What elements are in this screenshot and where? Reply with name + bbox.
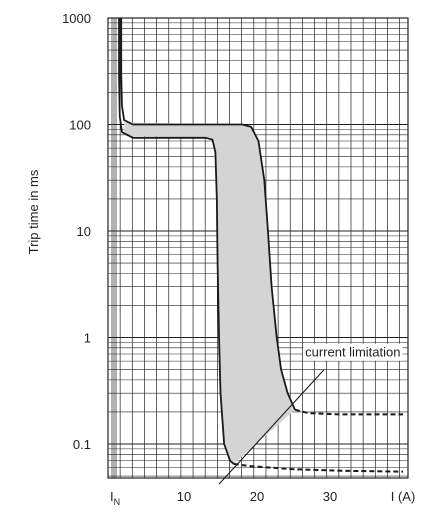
y-axis-label: Trip time in ms: [26, 169, 41, 254]
x-tick-label: 20: [250, 489, 264, 504]
y-tick-label: 1000: [62, 11, 91, 26]
x-tick-label: IN: [110, 489, 120, 507]
current-limitation-line: [218, 369, 325, 485]
tolerance-band-area: [124, 122, 295, 464]
y-tick-label: 100: [69, 118, 91, 133]
trip-curve-3: [233, 462, 404, 473]
tolerance-band: [124, 122, 295, 464]
y-tick-labels: 1000 100 10 1 0.1: [62, 11, 91, 452]
trip-curve-0: [120, 18, 296, 411]
y-tick-label: 10: [77, 224, 91, 239]
trip-curve-1: [118, 18, 235, 465]
plot-frame: [107, 17, 409, 479]
annotation-current-limitation: current limitation: [305, 345, 400, 360]
y-tick-label: 0.1: [73, 437, 91, 452]
x-tick-label: 30: [323, 489, 337, 504]
trip-curve-2: [294, 408, 403, 416]
x-tick-label: I (A): [391, 489, 416, 504]
x-tick-labels: IN 10 20 30 I (A): [110, 489, 415, 507]
annotation-background: [303, 343, 403, 361]
x-tick-label: 10: [177, 489, 191, 504]
curves: [118, 18, 404, 485]
y-tick-label: 1: [84, 331, 91, 346]
